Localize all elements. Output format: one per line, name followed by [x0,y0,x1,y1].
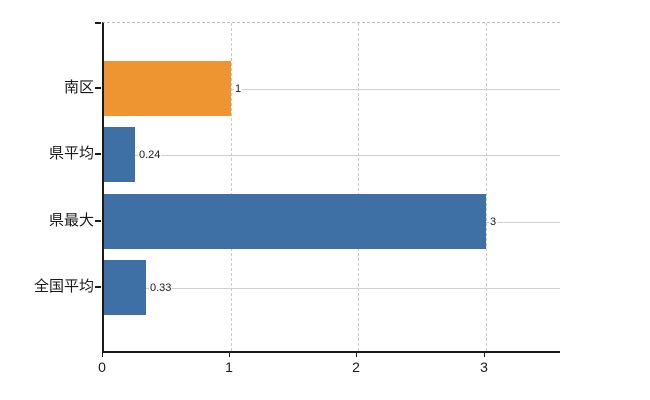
bar-value-label: 3 [489,215,498,229]
x-tick-mark [102,352,103,357]
x-tick-mark [356,352,357,357]
x-tick-label: 1 [225,359,233,375]
gridline-vertical [231,23,232,351]
y-tick-mark [95,286,101,288]
category-label: 全国平均 [33,278,94,295]
bar [104,127,135,182]
gridline-vertical [486,23,487,351]
category-label: 南区 [63,79,94,96]
bar [104,61,231,116]
bar [104,194,486,249]
bar-value-label: 0.33 [149,281,173,295]
bar [104,260,146,315]
y-tick-mark [95,22,101,24]
x-tick-label: 2 [352,359,360,375]
gridline-vertical [358,23,359,351]
plot-area: 1 0.24 3 0.33 [102,22,560,353]
category-label: 県平均 [48,145,94,162]
y-tick-mark [95,87,101,89]
gridline-horizontal [104,155,560,156]
gridline-horizontal [104,89,560,90]
x-tick-mark [484,352,485,357]
bar-value-label: 1 [234,82,243,96]
x-tick-mark [229,352,230,357]
x-tick-label: 0 [98,359,106,375]
y-tick-mark [95,153,101,155]
gridline-horizontal [104,288,560,289]
y-tick-mark [95,220,101,222]
category-label: 県最大 [48,212,94,229]
bar-value-label: 0.24 [138,148,162,162]
x-tick-label: 3 [480,359,488,375]
